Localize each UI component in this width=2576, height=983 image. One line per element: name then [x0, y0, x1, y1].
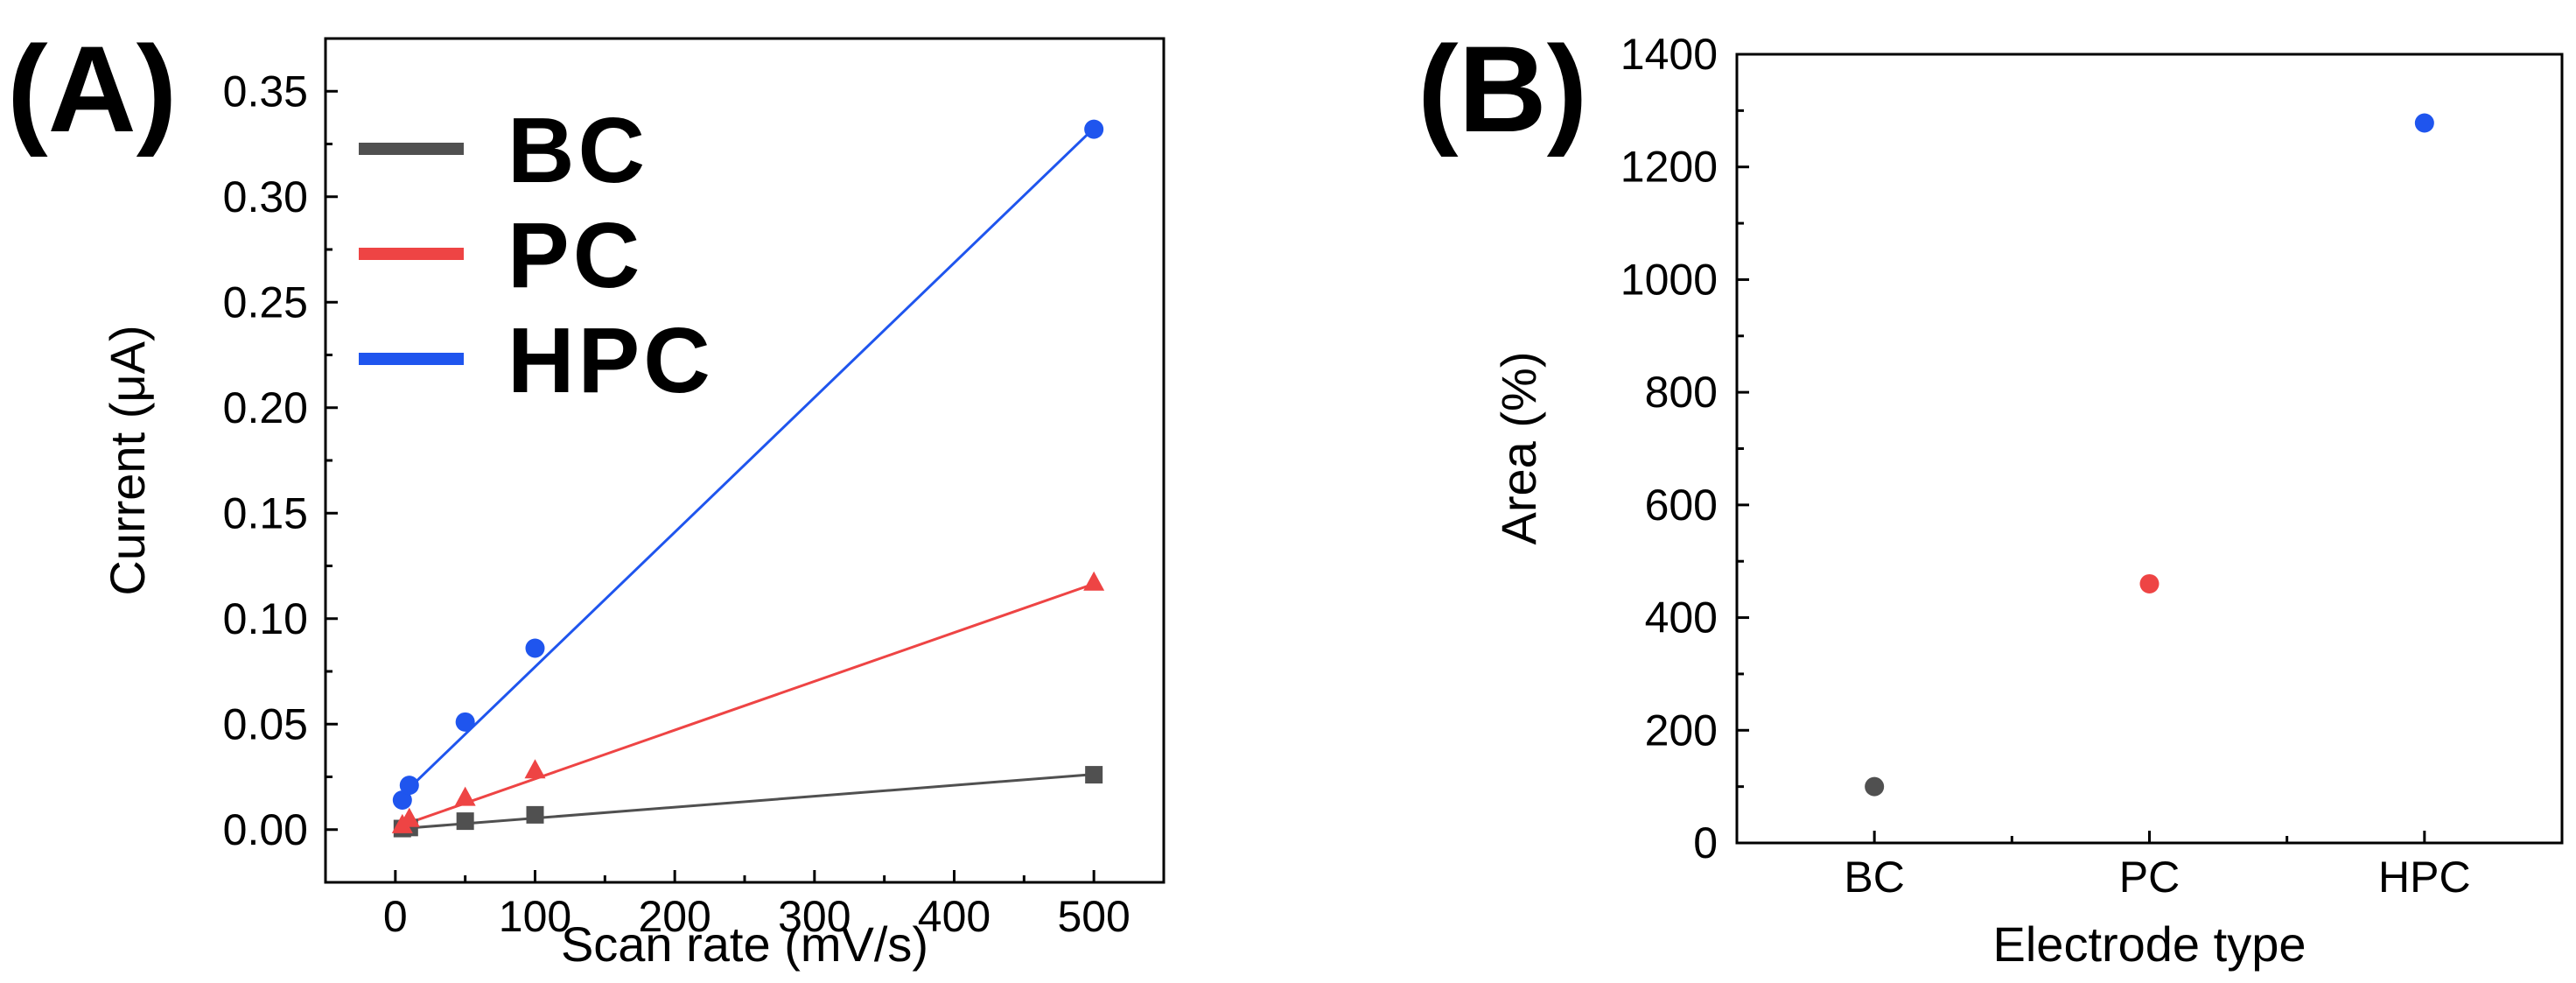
hpc-point-10 — [399, 776, 419, 796]
y-tick-label-0: 0.00 — [223, 805, 308, 854]
legend-label-pc: PC — [508, 204, 643, 307]
panel-a: (A) 0 100 200 300 400 500 0.00 0.05 0.10 0.15 0.20… — [7, 20, 1166, 972]
y-tick-label-2: 0.10 — [223, 594, 308, 643]
hpc-point-500 — [1084, 119, 1104, 139]
b-y-tick-label-400: 400 — [1645, 593, 1718, 642]
panel-b-label: (B) — [1418, 20, 1587, 158]
b-y-tick-label-0: 0 — [1693, 818, 1718, 867]
b-y-tick-label-800: 800 — [1645, 368, 1718, 417]
b-y-tick-label-600: 600 — [1645, 481, 1718, 530]
panel-b-plot-frame — [1735, 53, 2564, 845]
panel-a-data-points — [391, 119, 1105, 838]
panel-b-data-points — [1865, 113, 2434, 797]
b-point-hpc — [2414, 113, 2434, 133]
y-tick-label-5: 0.25 — [223, 277, 308, 326]
panel-b-x-axis-label: Electrode type — [1993, 916, 2306, 972]
b-y-tick-label-200: 200 — [1645, 706, 1718, 755]
b-y-tick-label-1200: 1200 — [1620, 143, 1718, 192]
x-tick-label-400: 400 — [918, 892, 990, 941]
x-tick-label-500: 500 — [1057, 892, 1130, 941]
legend-label-hpc: HPC — [508, 309, 714, 412]
x-tick-label-200: 200 — [638, 892, 710, 941]
panel-a-plot-frame — [324, 37, 1166, 884]
bc-point-50 — [456, 812, 474, 831]
panel-a-fit-lines — [401, 127, 1096, 831]
b-point-bc — [1865, 776, 1885, 797]
y-tick-label-6: 0.30 — [223, 172, 308, 221]
panel-a-label: (A) — [7, 20, 177, 158]
legend-label-bc: BC — [508, 99, 648, 202]
panel-b-ticks: 0 200 400 600 800 1000 1200 1400 BC PC HPC — [1620, 30, 2471, 902]
x-tick-label-0: 0 — [383, 892, 408, 941]
y-tick-label-7: 0.35 — [223, 67, 308, 116]
b-x-tick-label-bc: BC — [1844, 853, 1904, 902]
y-tick-label-3: 0.15 — [223, 488, 308, 537]
b-point-pc — [2139, 573, 2160, 593]
x-tick-label-300: 300 — [778, 892, 850, 941]
panel-a-x-axis-label: Scan rate (mV/s) — [561, 916, 928, 972]
b-y-tick-label-1000: 1000 — [1620, 255, 1718, 304]
panel-a-y-axis-label: Current (μA) — [100, 325, 155, 595]
b-x-tick-label-hpc: HPC — [2378, 853, 2471, 902]
bc-point-500 — [1085, 766, 1103, 784]
x-tick-label-100: 100 — [499, 892, 571, 941]
panel-a-ticks: 0 100 200 300 400 500 0.00 0.05 0.10 0.15 0.20 0.25… — [223, 67, 1130, 941]
hpc-point-100 — [525, 638, 545, 658]
pc-point-50 — [454, 786, 476, 806]
bc-fit-line — [402, 773, 1095, 831]
panel-b-y-axis-label: Area (%) — [1491, 352, 1546, 545]
pc-point-100 — [524, 759, 546, 779]
hpc-point-50 — [455, 712, 475, 732]
pc-point-10 — [398, 807, 420, 827]
panel-b: (B) 0 200 400 600 800 1000 1200 1400 BC PC HPC Ele… — [1418, 20, 2564, 972]
b-x-tick-label-pc: PC — [2119, 853, 2180, 902]
y-tick-label-1: 0.05 — [223, 699, 308, 748]
pc-point-500 — [1083, 571, 1105, 591]
b-y-tick-label-1400: 1400 — [1620, 30, 1718, 79]
hpc-fit-line — [401, 127, 1096, 797]
y-tick-label-4: 0.20 — [223, 383, 308, 432]
bc-point-100 — [526, 805, 544, 824]
pc-fit-line — [402, 582, 1095, 827]
hpc-point-5 — [392, 790, 412, 811]
